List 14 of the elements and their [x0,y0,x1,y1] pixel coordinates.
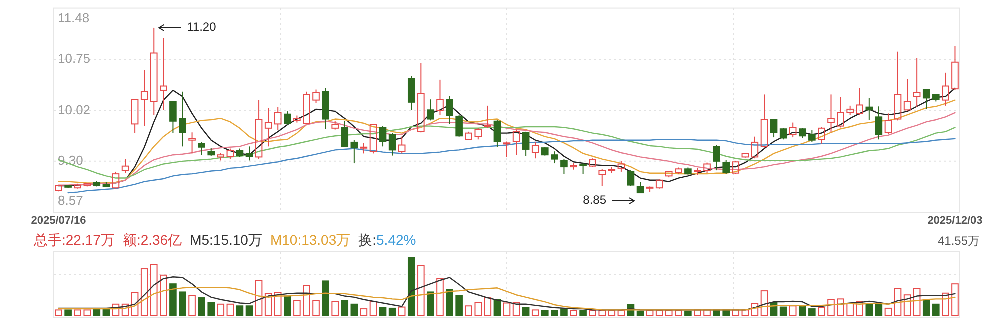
x-tick-label: 2025/12/03 [928,215,983,227]
annotation: 11.20 [187,20,217,34]
text: M10:13.03万 [270,232,351,248]
text: 额:2.36亿 [122,232,182,248]
x-tick-label: 2025/07/16 [31,215,86,227]
annotation: 8.85 [583,193,607,208]
y-tick-label: 10.75 [58,51,91,66]
text: 总手:22.17万 [33,232,115,248]
text: 换:5.42% [358,232,416,248]
y-tick-label: 8.57 [58,193,84,208]
text: M5:15.10万 [190,232,262,248]
y-tick-label: 10.02 [58,102,91,118]
y-tick-label: 11.48 [58,10,90,26]
text: 41.55万 [938,234,980,248]
